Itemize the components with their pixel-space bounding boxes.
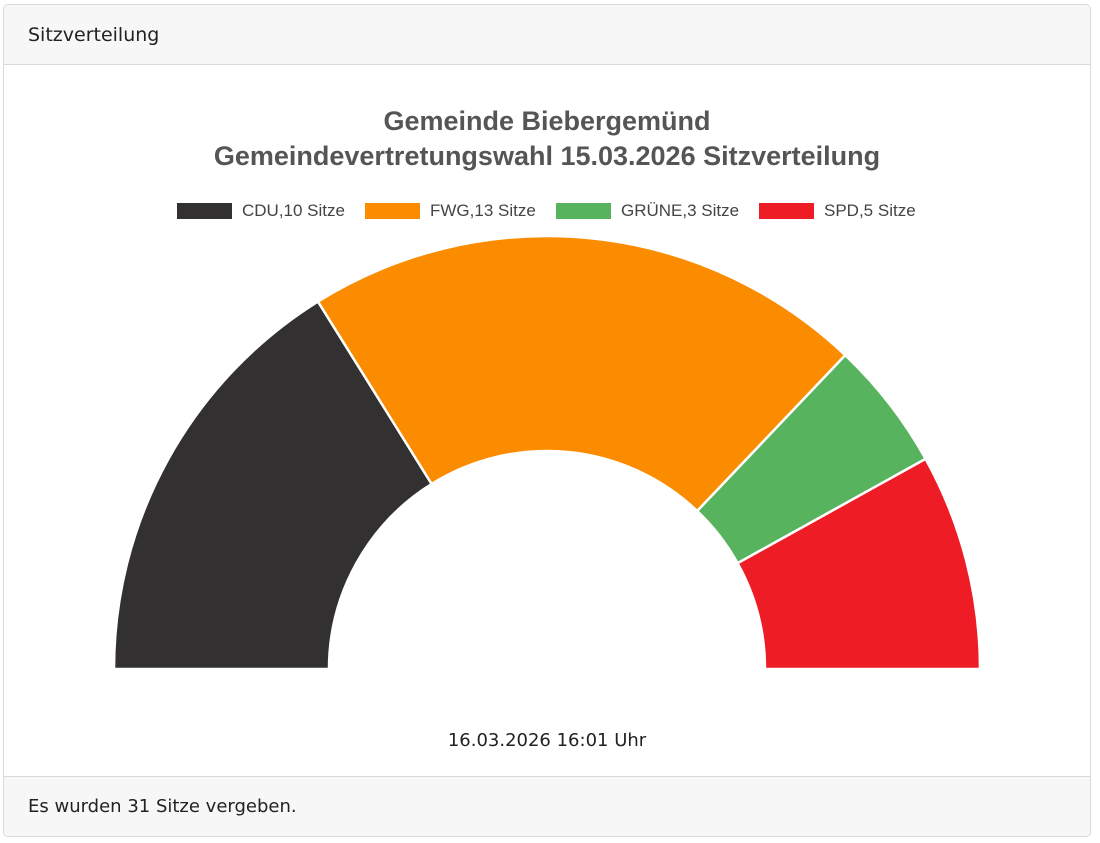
legend-item-fwg[interactable]: FWG,13 Sitze <box>365 201 536 220</box>
legend-item-spd[interactable]: SPD,5 Sitze <box>759 201 916 220</box>
seat-distribution-panel: Sitzverteilung Es wurden 31 Sitze vergeb… <box>3 4 1091 837</box>
slice-cdu[interactable] <box>112 299 434 671</box>
chart-title-line2: Gemeindevertretungswahl 15.03.2026 Sitzv… <box>214 141 880 171</box>
legend-swatch <box>759 203 814 219</box>
legend: CDU,10 Sitze FWG,13 Sitze GRÜNE,3 Sitze SPD… <box>177 201 916 220</box>
chart-title-line1: Gemeinde Biebergemünd <box>383 106 710 136</box>
panel-header: Sitzverteilung <box>4 5 1090 65</box>
slice-fwg[interactable] <box>316 234 848 513</box>
slice-spd[interactable] <box>735 457 982 671</box>
legend-item-grüne[interactable]: GRÜNE,3 Sitze <box>556 201 739 220</box>
legend-swatch <box>177 203 232 219</box>
legend-item-cdu[interactable]: CDU,10 Sitze <box>177 201 345 220</box>
panel-footer: Es wurden 31 Sitze vergeben. <box>4 776 1090 836</box>
legend-label: GRÜNE,3 Sitze <box>621 201 739 220</box>
timestamp: 16.03.2026 16:01 Uhr <box>448 730 647 751</box>
slices <box>112 234 982 671</box>
legend-swatch <box>365 203 420 219</box>
legend-label: FWG,13 Sitze <box>430 201 536 220</box>
legend-label: SPD,5 Sitze <box>824 201 916 220</box>
legend-swatch <box>556 203 611 219</box>
legend-label: CDU,10 Sitze <box>242 201 345 220</box>
